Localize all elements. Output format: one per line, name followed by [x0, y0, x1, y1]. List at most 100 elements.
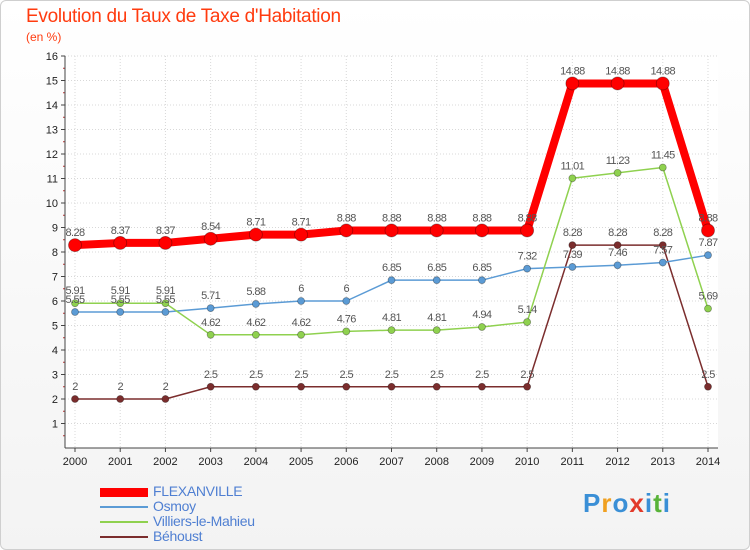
data-label: 8.71 [292, 217, 311, 229]
y-tick-label: 1 [52, 419, 58, 431]
data-label: 8.28 [563, 227, 582, 239]
data-point [342, 327, 351, 336]
y-tick-label: 13 [46, 125, 58, 137]
data-point [613, 241, 622, 250]
logo-letter: P [583, 488, 602, 518]
data-point [523, 318, 532, 326]
data-point [203, 231, 218, 246]
legend-label: Osmoy [153, 498, 196, 514]
y-tick-label: 4 [52, 345, 58, 357]
data-point [387, 382, 396, 391]
data-point [342, 297, 351, 305]
data-label: 8.28 [653, 227, 672, 239]
x-tick-label: 2000 [63, 456, 87, 468]
data-point [432, 276, 441, 285]
data-label: 5.55 [111, 294, 130, 306]
data-point [116, 299, 125, 308]
legend-label: Villiers-le-Mahieu [153, 513, 255, 529]
y-tick-label: 10 [46, 198, 58, 210]
data-label: 5.88 [246, 286, 265, 298]
data-label: 2 [163, 381, 169, 393]
data-label: 6.85 [382, 262, 401, 274]
data-point [206, 382, 215, 391]
data-label: 8.88 [427, 212, 446, 224]
data-label: 14.88 [605, 65, 630, 77]
logo-letter: o [612, 488, 630, 518]
logo-letter: r [601, 488, 613, 518]
data-label: 8.28 [65, 227, 84, 239]
data-label: 2.5 [520, 369, 534, 381]
data-point [432, 326, 441, 335]
y-tick-label: 2 [52, 394, 58, 406]
data-point [339, 223, 354, 238]
data-point [116, 308, 125, 316]
data-label: 2.5 [701, 369, 715, 381]
data-point [158, 236, 173, 250]
data-label: 5.55 [65, 294, 84, 306]
data-point [342, 382, 351, 391]
data-label: 8.88 [472, 212, 491, 224]
data-point [116, 395, 125, 403]
y-tick-label: 11 [47, 174, 58, 186]
data-label: 8.88 [337, 212, 356, 224]
data-point [68, 238, 82, 253]
data-point [161, 395, 170, 403]
data-label: 4.62 [292, 317, 311, 329]
y-tick-label: 16 [46, 51, 58, 63]
data-point [251, 382, 260, 391]
data-label: 2.5 [430, 369, 444, 381]
data-point [71, 395, 79, 403]
data-point [701, 223, 715, 238]
data-label: 5.71 [201, 290, 220, 302]
data-point [432, 382, 441, 391]
chart-subtitle: (en %) [26, 30, 62, 44]
logo-letter: x [629, 488, 645, 518]
legend-label: Béhoust [153, 528, 203, 544]
data-label: 4.94 [472, 309, 491, 321]
x-tick-label: 2002 [153, 456, 177, 468]
y-tick-label: 8 [52, 247, 58, 259]
data-point [206, 304, 215, 313]
data-label: 8.88 [698, 212, 717, 224]
legend-label: FLEXANVILLE [153, 483, 243, 499]
data-label: 8.54 [201, 221, 220, 233]
data-point [478, 323, 486, 331]
data-point [161, 308, 170, 316]
data-point [704, 382, 712, 391]
data-point [613, 168, 622, 177]
logo-letter: i [662, 488, 671, 518]
data-label: 8.28 [608, 227, 627, 239]
data-point [520, 223, 535, 238]
x-tick-label: 2013 [651, 456, 675, 468]
data-point [161, 299, 170, 308]
x-tick-label: 2009 [470, 456, 494, 468]
data-label: 2.5 [475, 369, 489, 381]
data-label: 2.5 [204, 369, 218, 381]
data-point [478, 276, 486, 285]
data-point [655, 76, 670, 91]
data-point [475, 223, 489, 238]
proxiti-logo: Proxiti [583, 488, 671, 519]
y-tick-label: 12 [46, 149, 58, 161]
data-label: 5.55 [156, 294, 175, 306]
data-label: 8.88 [518, 212, 537, 224]
data-label: 8.88 [382, 212, 401, 224]
data-point [523, 382, 532, 391]
data-point [297, 297, 305, 305]
data-point [568, 174, 577, 183]
data-point [523, 264, 532, 273]
data-label: 7.32 [518, 251, 537, 263]
data-point [251, 300, 260, 308]
data-label: 4.81 [382, 312, 401, 324]
data-label: 4.76 [337, 313, 356, 325]
data-label: 8.71 [246, 217, 265, 229]
data-label: 5.69 [698, 291, 717, 303]
x-tick-label: 2011 [561, 456, 585, 468]
data-label: 2 [72, 381, 78, 393]
data-label: 6.85 [427, 262, 446, 274]
y-tick-label: 3 [52, 370, 58, 382]
x-tick-label: 2007 [379, 456, 403, 468]
y-tick-label: 9 [52, 223, 58, 235]
data-point [613, 261, 622, 270]
